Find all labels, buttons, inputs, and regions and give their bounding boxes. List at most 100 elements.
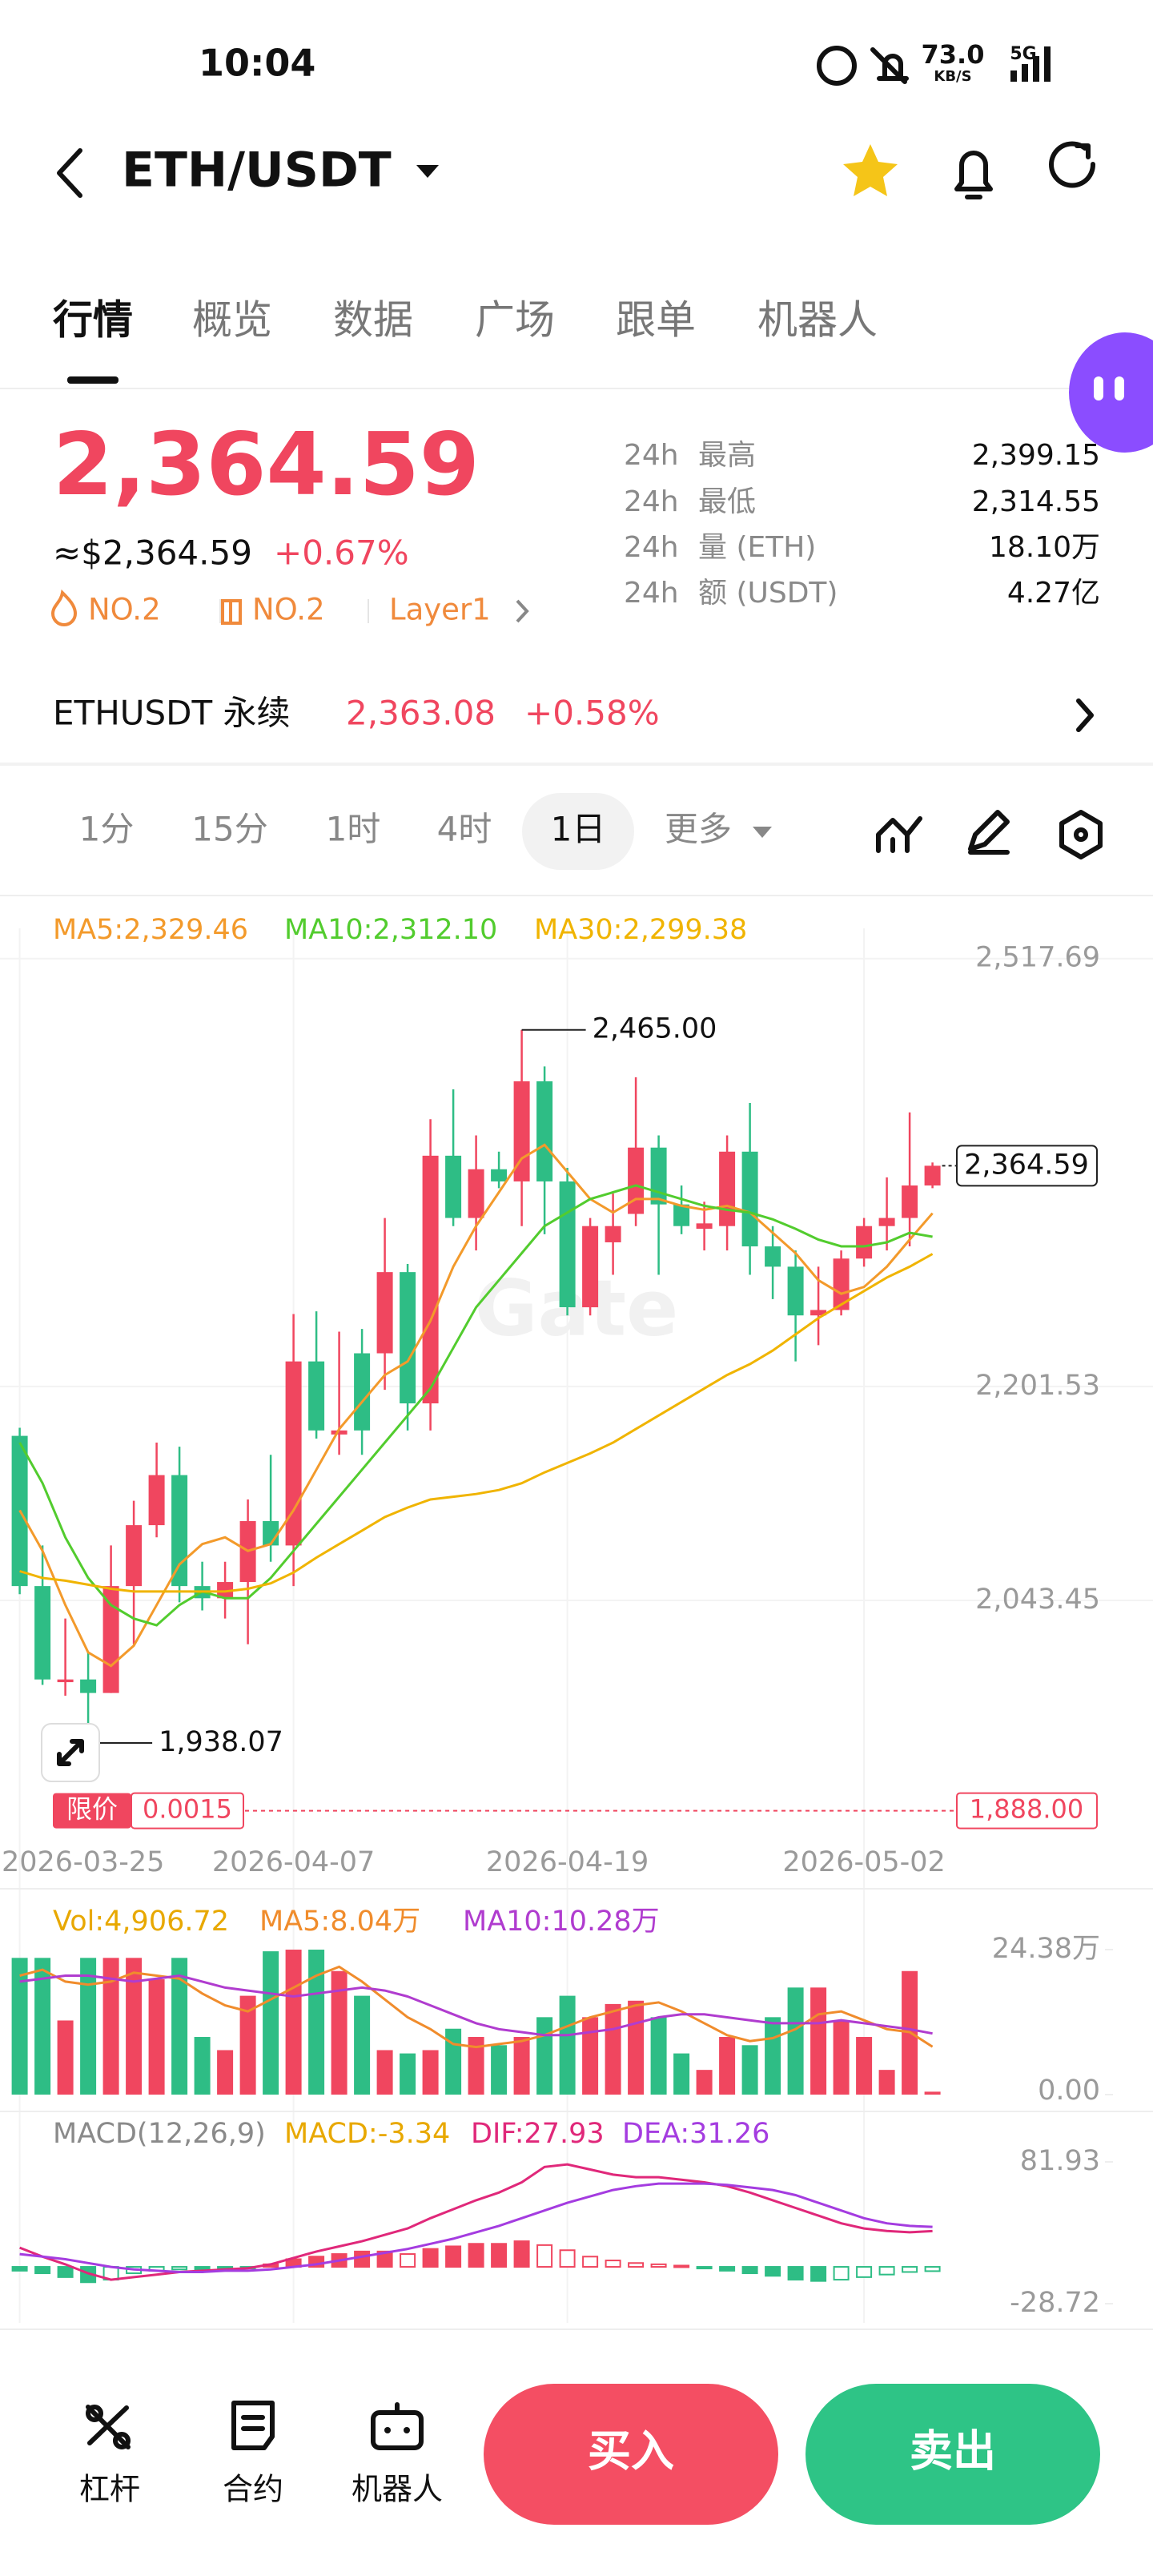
tool-label[interactable]: 杠杆 bbox=[79, 2472, 140, 2507]
macd-bar bbox=[400, 2253, 416, 2268]
tool-label[interactable]: 合约 bbox=[223, 2472, 283, 2507]
tab[interactable]: 广场 bbox=[475, 297, 555, 344]
tab[interactable]: 机器人 bbox=[757, 297, 878, 344]
x-tick-label: 2026-05-02 bbox=[782, 1846, 945, 1878]
ma-line bbox=[18, 1184, 933, 1627]
alert-bell[interactable] bbox=[954, 151, 993, 199]
settings-dot bbox=[1074, 827, 1088, 842]
macd-bar bbox=[11, 2266, 28, 2272]
favorite-star[interactable] bbox=[843, 144, 898, 196]
refresh-button[interactable] bbox=[1049, 141, 1096, 188]
volume-bar bbox=[285, 1950, 302, 2095]
assistant-bubble[interactable] bbox=[1069, 332, 1153, 453]
volume-bar bbox=[833, 2020, 850, 2095]
legend-entry: MA10:2,312.10 bbox=[284, 914, 497, 946]
volume-bar bbox=[34, 1958, 51, 2095]
tab[interactable]: 概览 bbox=[192, 297, 272, 344]
buy-label[interactable]: 买入 bbox=[588, 2426, 674, 2477]
perp-name[interactable]: ETHUSDT 永续 bbox=[53, 694, 291, 733]
volume-bar bbox=[559, 1995, 576, 2095]
sell-button[interactable] bbox=[805, 2384, 1100, 2525]
candle-body bbox=[924, 1165, 941, 1186]
macd-bar bbox=[57, 2266, 74, 2278]
ma-line bbox=[19, 1253, 934, 1593]
settings-button[interactable] bbox=[1059, 810, 1103, 859]
legend-entry: MA10:10.28万 bbox=[463, 1906, 660, 1938]
back-button[interactable] bbox=[57, 148, 82, 198]
macd-bar bbox=[765, 2266, 781, 2277]
candle-body bbox=[308, 1361, 325, 1431]
volume-bar bbox=[308, 1950, 325, 2095]
tags-chevron bbox=[516, 599, 529, 623]
indicator-button[interactable] bbox=[876, 816, 922, 853]
volume-bar bbox=[513, 2037, 530, 2095]
macd-bar bbox=[34, 2266, 51, 2275]
candle-body bbox=[263, 1521, 279, 1546]
volume-bar bbox=[628, 2000, 645, 2095]
interval[interactable]: 1日 bbox=[551, 810, 606, 849]
leverage-icon[interactable] bbox=[86, 2405, 131, 2449]
interval[interactable]: 1分 bbox=[79, 810, 135, 849]
volume-bar bbox=[171, 1958, 188, 2095]
candle-body bbox=[331, 1430, 348, 1435]
macd-bar bbox=[673, 2264, 690, 2268]
stat-period: 24h bbox=[624, 439, 679, 472]
macd-bar bbox=[491, 2243, 508, 2268]
volume-bar bbox=[354, 1995, 371, 2095]
x-tick-label: 2026-03-25 bbox=[2, 1846, 164, 1878]
volume-bar bbox=[11, 1958, 28, 2095]
rank-tag[interactable]: NO.2 bbox=[252, 593, 325, 627]
candle-body bbox=[102, 1586, 119, 1693]
volume-bar bbox=[102, 1958, 119, 2095]
y-tick-label: 2,517.69 bbox=[975, 942, 1100, 974]
candle-body bbox=[445, 1155, 462, 1218]
tab[interactable]: 跟单 bbox=[616, 297, 696, 344]
tab-indicator bbox=[67, 376, 119, 384]
pair-dropdown[interactable] bbox=[416, 165, 439, 178]
interval[interactable]: 更多 bbox=[665, 810, 732, 849]
candle-body bbox=[856, 1226, 873, 1259]
volume-bar bbox=[650, 2017, 667, 2095]
interval[interactable]: 1时 bbox=[326, 810, 381, 849]
draw-button[interactable] bbox=[968, 810, 1010, 855]
rank-tag[interactable]: NO.2 bbox=[88, 593, 161, 627]
candle-body bbox=[34, 1586, 51, 1680]
limit-tag bbox=[53, 1793, 131, 1829]
last-price: 2,364.59 bbox=[53, 415, 480, 515]
volume-bar bbox=[810, 1987, 827, 2095]
buy-button[interactable] bbox=[484, 2384, 778, 2525]
volume-bar bbox=[126, 1958, 143, 2095]
tab-bar: 行情 概览 数据 广场 跟单 机器人 bbox=[53, 297, 878, 384]
macd-bar bbox=[741, 2266, 758, 2275]
pair-title[interactable]: ETH/USDT bbox=[122, 143, 392, 199]
expand-button[interactable] bbox=[41, 1723, 100, 1782]
volume-bar bbox=[422, 2050, 439, 2095]
sell-label[interactable]: 卖出 bbox=[910, 2426, 996, 2477]
legend-entry: MA30:2,299.38 bbox=[534, 914, 747, 946]
tab[interactable]: 行情 bbox=[53, 297, 133, 344]
legend-entry: MA5:8.04万 bbox=[259, 1906, 420, 1938]
rank-tag[interactable]: Layer1 bbox=[389, 593, 491, 627]
last-price-tag bbox=[956, 1145, 1098, 1187]
legend-entry: MACD:-3.34 bbox=[284, 2118, 450, 2150]
perp-chevron[interactable] bbox=[1076, 698, 1094, 732]
macd-bar bbox=[171, 2266, 188, 2271]
tab[interactable]: 数据 bbox=[333, 297, 413, 344]
stat-period: 24h bbox=[624, 531, 679, 564]
tool-label[interactable]: 机器人 bbox=[352, 2472, 443, 2507]
bot-icon[interactable] bbox=[371, 2402, 424, 2450]
macd-bar bbox=[856, 2266, 873, 2278]
stat-value: 18.10万 bbox=[989, 531, 1100, 564]
interval-active-bg bbox=[522, 793, 634, 870]
candle-body bbox=[902, 1185, 918, 1218]
charts: 2026-03-25 2026-04-07 2026-04-19 2026-05-02… bbox=[0, 914, 1153, 2323]
macd-bar bbox=[787, 2266, 804, 2281]
interval[interactable]: 4时 bbox=[437, 810, 492, 849]
macd-bar bbox=[513, 2240, 530, 2268]
candle-body bbox=[878, 1218, 895, 1226]
interval[interactable]: 15分 bbox=[191, 810, 267, 849]
volume-bar bbox=[924, 2091, 941, 2095]
y-tick-label: 24.38万 bbox=[992, 1933, 1100, 1965]
contract-icon[interactable] bbox=[231, 2401, 275, 2450]
stat-label: 量 (ETH) bbox=[698, 531, 816, 564]
